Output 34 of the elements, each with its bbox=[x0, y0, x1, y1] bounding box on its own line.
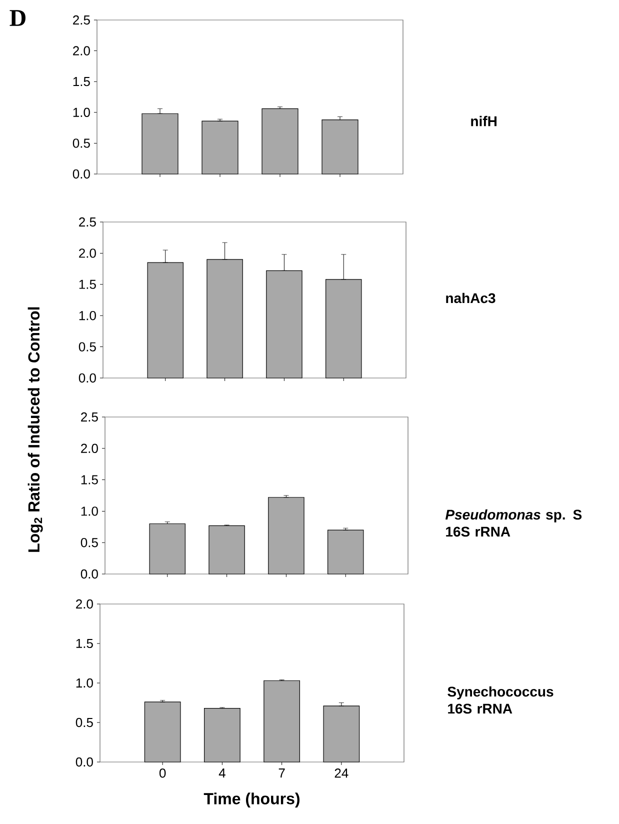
y-tick-label: 0.0 bbox=[76, 757, 93, 767]
y-tick-label: 1.5 bbox=[76, 638, 93, 648]
text: Pseudomonas sp. S 16S rRNA bbox=[445, 509, 582, 537]
y-tick-label: 2.0 bbox=[81, 444, 98, 453]
y-tick-label: 0.0 bbox=[80, 569, 98, 579]
text: D bbox=[10, 10, 26, 26]
y-tick-label: 0.5 bbox=[76, 718, 93, 728]
y-tick-label: 0.5 bbox=[72, 138, 90, 148]
y-tick-label: 2.5 bbox=[73, 15, 90, 25]
y-tick-label: 0.5 bbox=[78, 342, 96, 352]
y-tick-label: 2.0 bbox=[79, 248, 96, 258]
y-tick-label: 0.5 bbox=[80, 538, 98, 548]
x-tick-label: 4 bbox=[218, 768, 226, 778]
x-tick-label: 24 bbox=[334, 768, 348, 778]
text: Synechococcus 16S rRNA bbox=[448, 686, 554, 714]
y-tick-label: 2.5 bbox=[81, 412, 98, 422]
text: nahAc3 bbox=[446, 292, 496, 304]
y-axis-title: Log$_{2}$ Ratio of Induced to Control bbox=[28, 307, 43, 552]
y-tick-label: 2.5 bbox=[79, 217, 96, 227]
x-tick-label: 7 bbox=[278, 768, 285, 778]
y-tick-label: 1.5 bbox=[73, 77, 90, 86]
x-axis-title: Time (hours) bbox=[204, 792, 300, 808]
y-tick-label: 1.5 bbox=[81, 475, 98, 484]
y-tick-label: 2.0 bbox=[76, 599, 93, 609]
y-tick-label: 1.0 bbox=[73, 108, 90, 117]
y-tick-label: 1.5 bbox=[79, 280, 96, 289]
y-tick-label: 2.0 bbox=[73, 46, 90, 56]
y-tick-label: 1.0 bbox=[79, 310, 96, 320]
y-tick-label: 0.0 bbox=[78, 373, 96, 383]
x-tick-label: 0 bbox=[159, 768, 166, 778]
y-tick-label: 1.0 bbox=[76, 678, 93, 688]
y-tick-label: 1.0 bbox=[81, 506, 98, 516]
y-tick-label: 0.0 bbox=[72, 169, 90, 179]
text: nifH bbox=[471, 116, 496, 126]
